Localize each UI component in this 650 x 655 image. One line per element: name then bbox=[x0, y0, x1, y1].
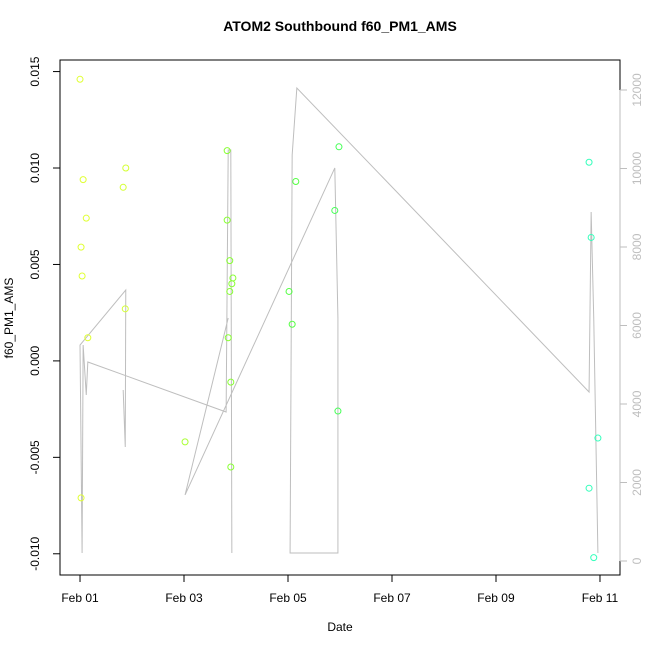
y-tick-label: 0.005 bbox=[28, 249, 42, 279]
point bbox=[590, 554, 598, 562]
point bbox=[121, 305, 129, 313]
x-tick-label: Feb 01 bbox=[61, 591, 99, 605]
y2-tick-label: 12000 bbox=[630, 73, 644, 107]
point bbox=[334, 407, 342, 415]
point bbox=[181, 438, 189, 446]
point bbox=[84, 334, 92, 342]
y2-tick-label: 2000 bbox=[630, 469, 644, 496]
point bbox=[119, 183, 127, 191]
point bbox=[224, 334, 232, 342]
x-tick-label: Feb 05 bbox=[269, 591, 307, 605]
point bbox=[227, 378, 235, 386]
point bbox=[226, 287, 234, 295]
point bbox=[288, 320, 296, 328]
point bbox=[228, 280, 236, 288]
point bbox=[76, 75, 84, 83]
point bbox=[82, 214, 90, 222]
point bbox=[79, 176, 87, 184]
point bbox=[78, 272, 86, 280]
chart-title: ATOM2 Southbound f60_PM1_AMS bbox=[223, 18, 457, 34]
point bbox=[223, 216, 231, 224]
plot-box bbox=[59, 59, 621, 576]
x-tick-label: Feb 09 bbox=[477, 591, 515, 605]
point bbox=[585, 484, 593, 492]
point bbox=[226, 257, 234, 265]
y2-tick-label: 8000 bbox=[630, 233, 644, 260]
y-tick-label: -0.010 bbox=[28, 536, 42, 570]
y-tick-label: 0.010 bbox=[28, 153, 42, 183]
y2-tick-label: 10000 bbox=[630, 151, 644, 185]
x-axis-label: Date bbox=[327, 620, 353, 634]
x-tick-label: Feb 03 bbox=[165, 591, 203, 605]
y-axis-label: f60_PM1_AMS bbox=[2, 278, 16, 359]
y2-tick-label: 4000 bbox=[630, 390, 644, 417]
point bbox=[335, 143, 343, 151]
point bbox=[122, 164, 130, 172]
y-tick-label: 0.000 bbox=[28, 346, 42, 376]
y2-tick-label: 6000 bbox=[630, 312, 644, 339]
point bbox=[292, 178, 300, 186]
y-tick-label: 0.015 bbox=[28, 56, 42, 86]
point bbox=[77, 243, 85, 251]
y-tick-label: -0.005 bbox=[28, 440, 42, 474]
point bbox=[587, 233, 595, 241]
point bbox=[77, 494, 85, 502]
x-tick-label: Feb 11 bbox=[582, 591, 619, 605]
point bbox=[585, 158, 593, 166]
point bbox=[331, 206, 339, 214]
point bbox=[594, 434, 602, 442]
y2-tick-label: 0 bbox=[630, 557, 644, 564]
point bbox=[223, 147, 231, 155]
point bbox=[227, 463, 235, 471]
point bbox=[285, 287, 293, 295]
x-tick-label: Feb 07 bbox=[373, 591, 411, 605]
data-line bbox=[79, 86, 599, 554]
